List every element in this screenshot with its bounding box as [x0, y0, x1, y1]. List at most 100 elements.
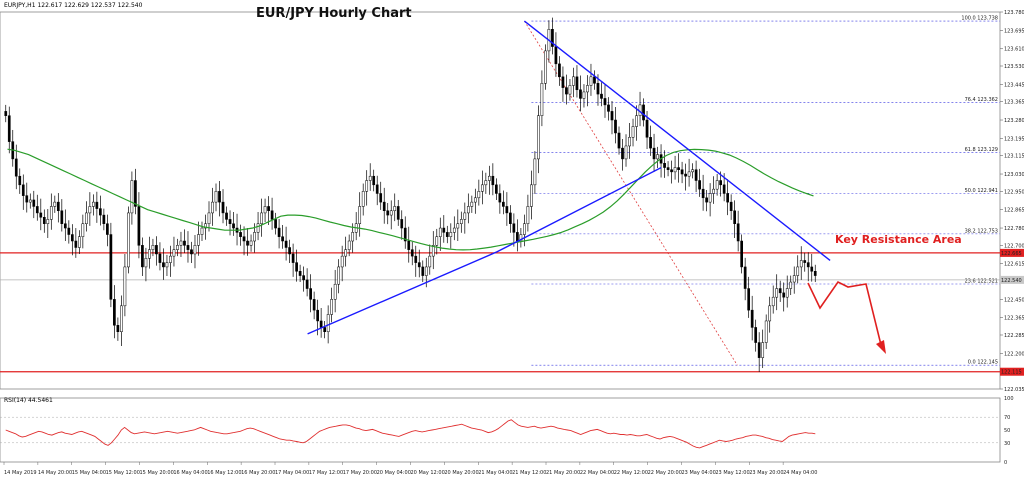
candle-body: [165, 262, 169, 268]
candle-body: [498, 193, 502, 203]
candle-body: [232, 223, 235, 229]
candle-body: [372, 175, 376, 186]
x-tick-label: 22 May 20:00: [648, 470, 682, 476]
candle-body: [56, 201, 60, 212]
candle-body: [764, 320, 768, 343]
candle-body: [81, 223, 85, 237]
candle-body: [540, 83, 544, 116]
rsi-tick-label: 100: [1004, 396, 1014, 402]
y-tick-label: 123.695: [1004, 28, 1024, 34]
y-tick-label: 122.700: [1004, 243, 1024, 249]
fib-level-label: 0.0 122.145: [968, 360, 998, 366]
symbol-label: EURJPY,H1: [4, 2, 36, 9]
candle-body: [151, 245, 155, 250]
y-tick-label: 122.285: [1004, 333, 1024, 339]
candle-body: [614, 119, 617, 134]
bearish-trend-line: [523, 20, 831, 262]
y-tick-label: 122.865: [1004, 208, 1024, 214]
candle-body: [109, 234, 113, 300]
candle-body: [344, 249, 348, 257]
candle-body: [169, 255, 172, 263]
candle-body: [407, 240, 411, 250]
candle-body: [358, 206, 362, 224]
rsi-line: [5, 419, 816, 449]
y-tick-label: 123.030: [1004, 172, 1024, 178]
candle-body: [491, 175, 495, 186]
candle-body: [526, 206, 530, 224]
candle-body: [92, 201, 95, 207]
y-tick-label: 123.530: [1004, 64, 1024, 70]
candle-body: [530, 184, 533, 207]
candle-body: [607, 104, 610, 112]
candle-body: [537, 115, 540, 160]
candle-body: [424, 266, 428, 276]
candle-body: [200, 227, 204, 235]
candle-body: [663, 162, 666, 168]
candle-body: [740, 240, 744, 268]
candle-body: [449, 232, 453, 237]
candle-body: [642, 104, 645, 121]
candle-body: [190, 249, 193, 255]
candle-body: [645, 119, 649, 138]
fib-level-label: 76.4 123.362: [965, 97, 998, 103]
projection-arrow-head: [876, 340, 886, 354]
candle-body: [631, 126, 635, 138]
x-tick-label: 17 May 20:00: [343, 470, 377, 476]
x-tick-label: 16 May 04:00: [173, 470, 207, 476]
candle-body: [246, 240, 249, 246]
candle-body: [551, 29, 554, 47]
x-tick-label: 23 May 04:00: [682, 470, 716, 476]
candle-body: [337, 266, 341, 285]
candle-body: [144, 258, 148, 268]
candle-body: [652, 147, 656, 160]
candle-body: [452, 227, 456, 233]
candle-body: [400, 219, 404, 229]
candle-body: [39, 212, 43, 218]
resistance-price-tag-box: [1000, 248, 1024, 257]
candle-body: [42, 216, 46, 224]
candle-body: [77, 236, 81, 248]
rsi-tick-label: 30: [1004, 441, 1010, 447]
candle-body: [771, 296, 775, 307]
candle-body: [568, 85, 572, 95]
candle-body: [579, 89, 582, 99]
candle-body: [214, 191, 218, 203]
rsi-indicator-label: RSI(14) 44.5461: [4, 397, 53, 404]
x-tick-label: 17 May 04:00: [275, 470, 309, 476]
candle-body: [74, 240, 78, 248]
candles-group: [4, 17, 817, 372]
candle-body: [137, 206, 141, 246]
candle-body: [610, 111, 614, 121]
candle-body: [179, 240, 183, 246]
candle-body: [729, 201, 733, 212]
candle-body: [572, 76, 575, 86]
candle-body: [722, 184, 726, 194]
candle-body: [743, 266, 747, 289]
candle-body: [677, 167, 680, 170]
candle-body: [88, 206, 92, 214]
candle-body: [733, 210, 736, 224]
candle-body: [281, 236, 284, 242]
candle-body: [789, 281, 793, 289]
candle-body: [284, 240, 288, 248]
candle-body: [393, 206, 397, 212]
candle-body: [684, 173, 687, 177]
candle-body: [270, 210, 274, 220]
y-tick-label: 123.365: [1004, 100, 1024, 106]
candle-body: [239, 232, 242, 237]
candle-body: [813, 271, 817, 276]
y-tick-label: 122.365: [1004, 316, 1024, 322]
candle-body: [347, 240, 351, 250]
candle-body: [333, 283, 337, 300]
x-tick-label: 23 May 12:00: [715, 470, 749, 476]
candle-body: [49, 206, 53, 220]
candle-body: [656, 154, 659, 160]
candle-body: [60, 210, 64, 224]
candle-body: [666, 167, 670, 170]
sma-line: [7, 148, 814, 251]
candle-body: [628, 137, 631, 147]
candle-body: [438, 227, 442, 237]
candle-body: [502, 201, 505, 207]
candle-body: [148, 249, 151, 259]
candle-body: [225, 212, 228, 220]
